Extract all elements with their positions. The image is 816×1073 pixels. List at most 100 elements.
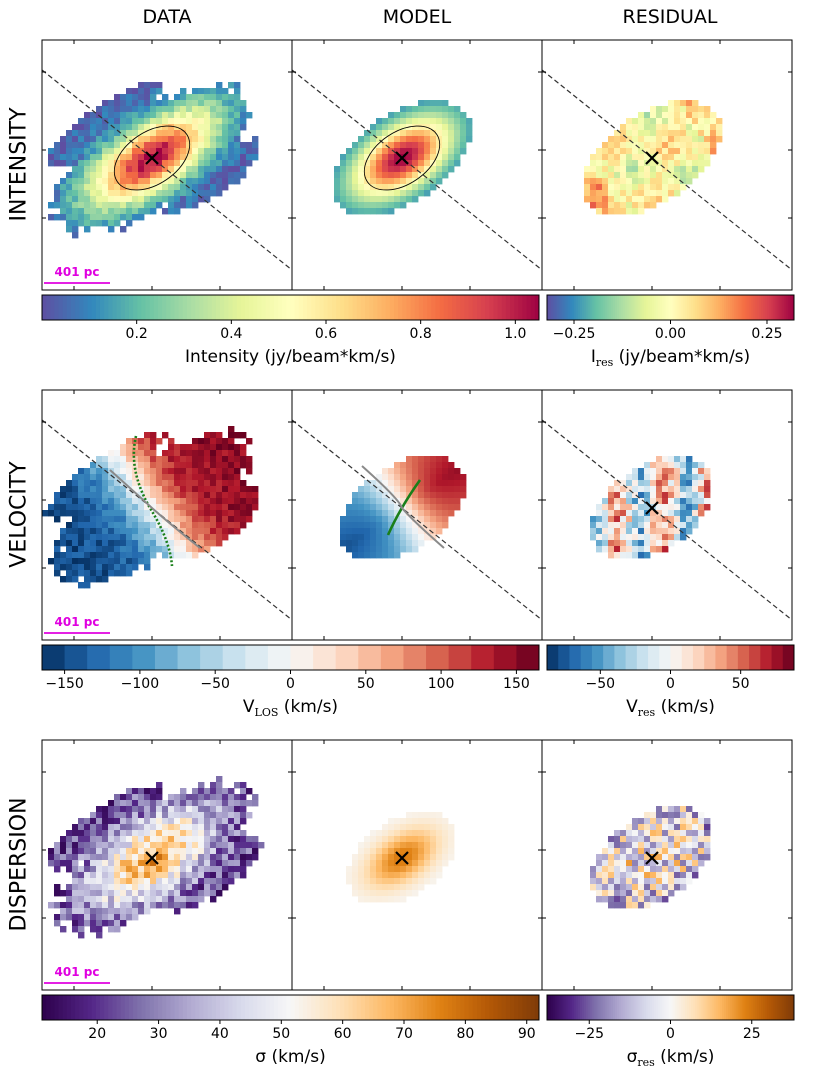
map-pixel <box>352 160 359 167</box>
map-pixel <box>198 450 205 457</box>
map-pixel <box>252 142 259 149</box>
colorbar-segment <box>75 295 80 320</box>
map-pixel <box>436 516 443 523</box>
map-pixel <box>60 564 67 571</box>
map-pixel <box>198 166 205 173</box>
map-pixel <box>662 498 669 505</box>
map-pixel <box>388 824 395 831</box>
map-pixel <box>210 854 217 861</box>
map-pixel <box>84 576 91 583</box>
map-pixel <box>186 160 193 167</box>
map-pixel <box>668 100 675 107</box>
map-pixel <box>632 480 639 487</box>
map-pixel <box>78 866 85 873</box>
colorbar-segment <box>402 295 407 320</box>
map-pixel <box>358 486 365 493</box>
map-pixel <box>138 124 145 131</box>
map-pixel <box>186 830 193 837</box>
map-pixel <box>90 528 97 535</box>
map-pixel <box>418 124 425 131</box>
map-pixel <box>120 486 127 493</box>
map-pixel <box>210 130 217 137</box>
map-pixel <box>418 884 425 891</box>
map-pixel <box>90 824 97 831</box>
map-pixel <box>632 492 639 499</box>
map-pixel <box>674 492 681 499</box>
map-pixel <box>108 100 115 107</box>
map-pixel <box>168 154 175 161</box>
map-pixel <box>108 884 115 891</box>
map-pixel <box>228 504 235 511</box>
map-pixel <box>424 136 431 143</box>
colorbar-segment <box>514 295 519 320</box>
map-pixel <box>168 546 175 553</box>
map-pixel <box>168 504 175 511</box>
colorbar-segment <box>565 995 569 1020</box>
colorbar-segment <box>464 995 470 1020</box>
map-pixel <box>222 100 229 107</box>
map-pixel <box>674 172 681 179</box>
map-pixel <box>78 154 85 161</box>
map-pixel <box>186 106 193 113</box>
map-pixel <box>102 818 109 825</box>
map-pixel <box>590 866 597 873</box>
map-pixel <box>234 522 241 529</box>
map-pixel <box>614 148 621 155</box>
map-pixel <box>424 504 431 511</box>
map-pixel <box>198 100 205 107</box>
map-pixel <box>252 504 259 511</box>
colorbar-segment <box>647 295 651 320</box>
map-pixel <box>168 480 175 487</box>
colorbar-segment <box>662 295 665 320</box>
map-pixel <box>246 468 253 475</box>
colorbar-segment <box>678 995 682 1020</box>
map-pixel <box>126 480 133 487</box>
map-pixel <box>668 534 675 541</box>
map-pixel <box>132 806 139 813</box>
colorbar-segment <box>431 995 436 1020</box>
map-pixel <box>192 148 199 155</box>
map-pixel <box>614 504 621 511</box>
map-pixel <box>240 456 247 463</box>
map-pixel <box>234 130 241 137</box>
map-pixel <box>608 848 615 855</box>
map-pixel <box>602 202 609 209</box>
map-pixel <box>186 540 193 547</box>
map-pixel <box>192 486 199 493</box>
map-pixel <box>102 528 109 535</box>
map-pixel <box>126 914 133 921</box>
map-pixel <box>352 860 359 867</box>
colorbar-segment <box>635 995 639 1020</box>
map-pixel <box>346 202 353 209</box>
map-pixel <box>400 890 407 897</box>
map-pixel <box>54 866 61 873</box>
map-pixel <box>138 854 145 861</box>
map-pixel <box>436 468 443 475</box>
map-pixel <box>48 902 55 909</box>
map-pixel <box>388 546 395 553</box>
map-pixel <box>204 474 211 481</box>
map-pixel <box>144 842 151 849</box>
map-pixel <box>632 208 639 215</box>
map-pixel <box>198 546 205 553</box>
map-pixel <box>192 118 199 125</box>
map-pixel <box>382 474 389 481</box>
map-pixel <box>662 462 669 469</box>
map-pixel <box>144 148 151 155</box>
map-pixel <box>412 860 419 867</box>
map-pixel <box>84 208 91 215</box>
map-pixel <box>638 148 645 155</box>
map-pixel <box>644 890 651 897</box>
map-pixel <box>626 118 633 125</box>
map-pixel <box>114 812 121 819</box>
map-pixel <box>406 534 413 541</box>
map-pixel <box>424 468 431 475</box>
map-pixel <box>162 800 169 807</box>
map-pixel <box>436 812 443 819</box>
colorbar-segment <box>265 295 271 320</box>
map-pixel <box>114 890 121 897</box>
map-pixel <box>346 872 353 879</box>
map-pixel <box>662 534 669 541</box>
map-pixel <box>150 492 157 499</box>
map-pixel <box>710 118 717 125</box>
